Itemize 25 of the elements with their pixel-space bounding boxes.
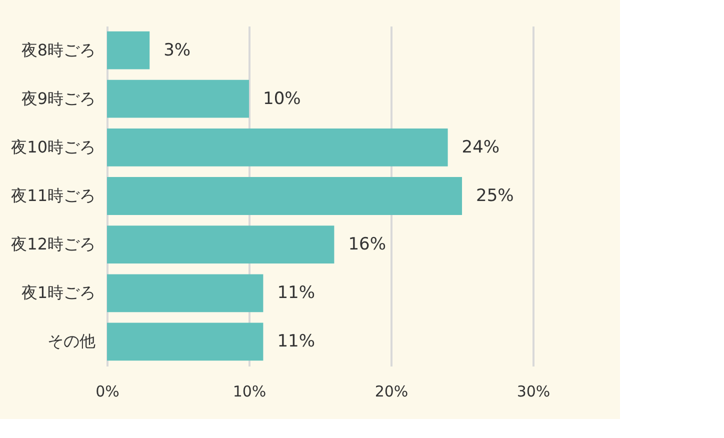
data-label: 3%	[164, 40, 191, 60]
y-tick-label: その他	[48, 332, 96, 351]
bar	[107, 80, 249, 118]
bar	[107, 274, 264, 312]
x-tick-label: 20%	[374, 382, 408, 400]
y-tick-label: 夜1時ごろ	[21, 283, 96, 302]
x-tick-label: 0%	[96, 382, 120, 400]
y-tick-label: 夜9時ごろ	[21, 88, 96, 108]
bar	[107, 31, 150, 70]
data-label: 10%	[263, 88, 301, 109]
y-tick-label: 夜8時ごろ	[21, 40, 96, 60]
data-label: 25%	[476, 186, 514, 206]
data-label: 16%	[348, 234, 386, 255]
data-label: 11%	[277, 332, 315, 352]
data-label: 24%	[462, 137, 500, 158]
y-tick-label: 夜10時ごろ	[11, 137, 96, 156]
bar	[107, 226, 334, 264]
y-tick-label: 夜11時ごろ	[11, 186, 96, 205]
data-label: 11%	[277, 283, 315, 304]
bar	[107, 177, 462, 215]
y-tick-label: 夜12時ごろ	[11, 234, 96, 254]
bar	[107, 322, 264, 361]
x-tick-label: 30%	[516, 382, 550, 400]
x-tick-label: 10%	[232, 382, 266, 400]
bar	[107, 128, 448, 166]
